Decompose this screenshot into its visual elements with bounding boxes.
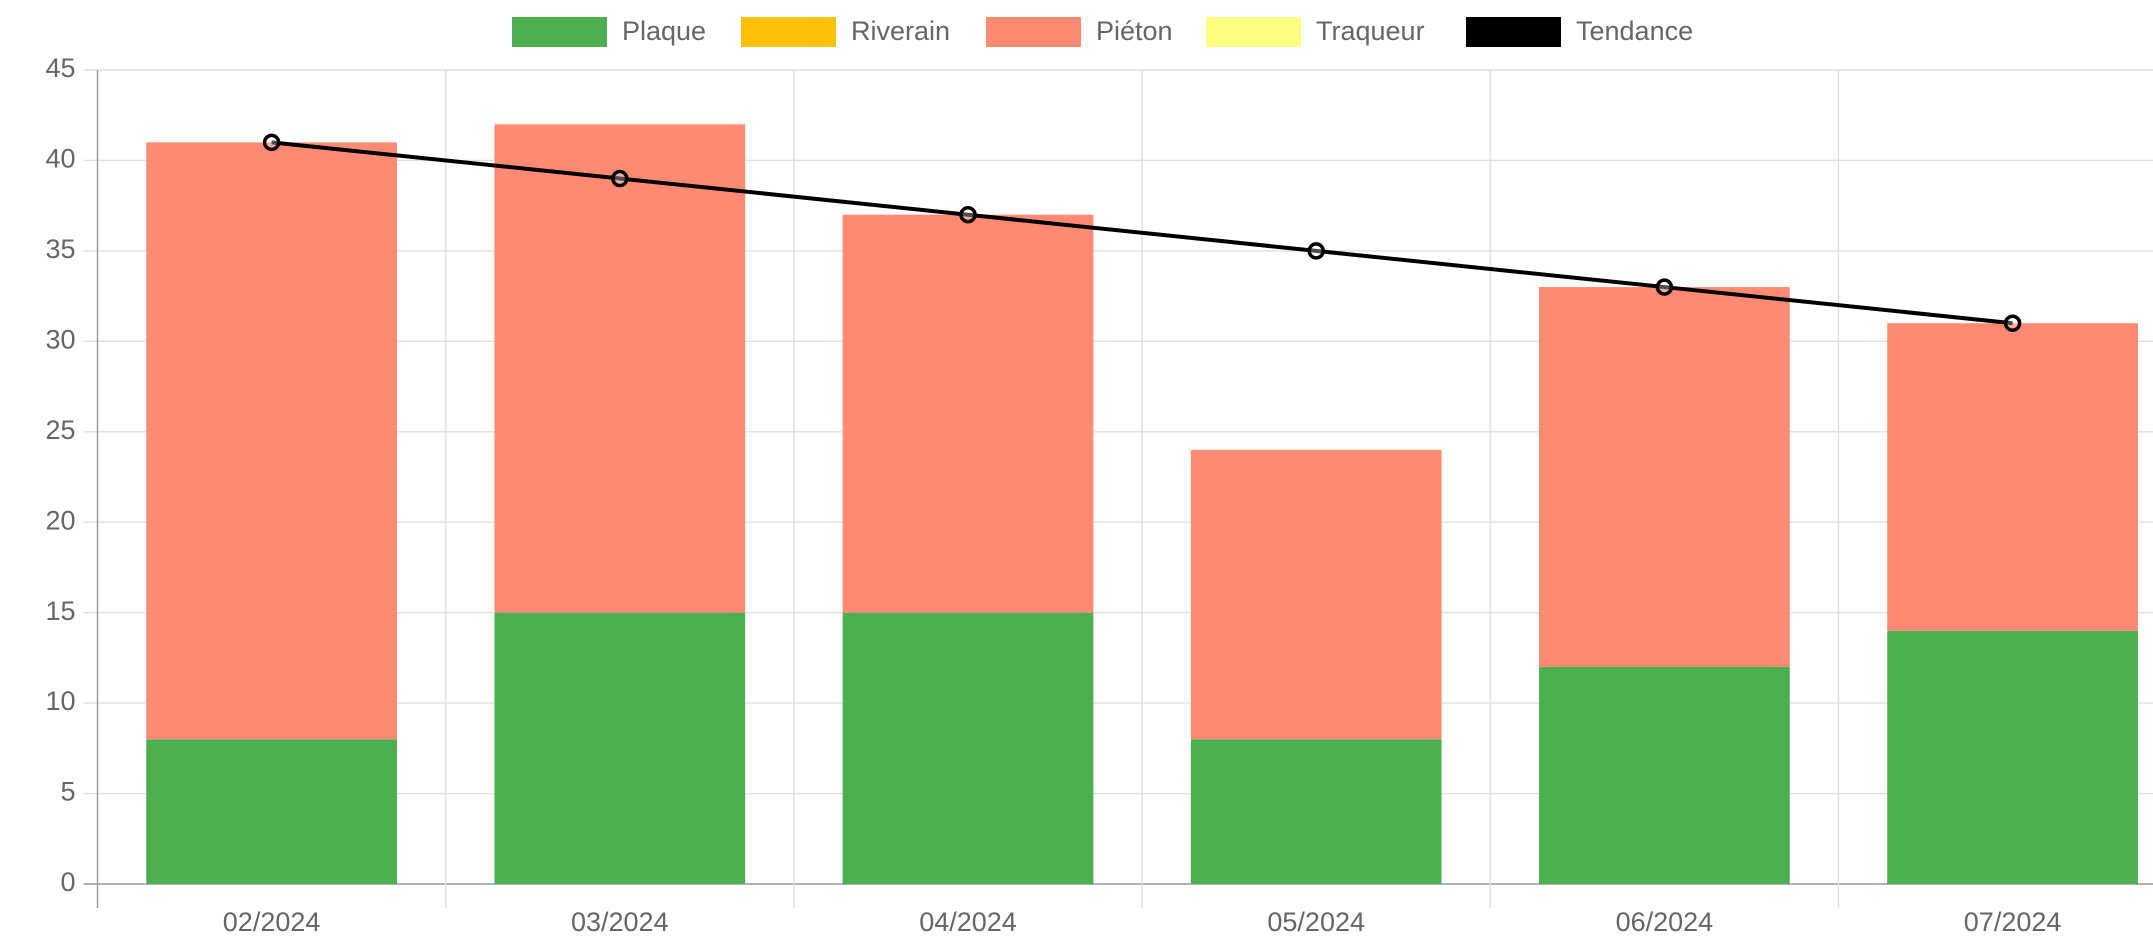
y-tick-label: 15 <box>45 596 75 626</box>
bar-segment <box>494 124 746 613</box>
legend-label: Plaque <box>622 16 706 46</box>
legend-label: Piéton <box>1096 16 1173 46</box>
trend-point <box>611 169 629 188</box>
legend-swatch <box>1466 17 1561 47</box>
bar-segment <box>146 142 397 740</box>
trend-point <box>1655 278 1674 296</box>
y-tick-label: 30 <box>45 324 75 354</box>
x-tick-label: 02/2024 <box>223 907 321 937</box>
trend-point <box>262 133 281 152</box>
legend-swatch <box>986 17 1081 47</box>
bar-segment <box>494 612 746 884</box>
bar-segment <box>1539 666 1790 884</box>
y-tick-label: 35 <box>45 234 75 264</box>
y-tick-label: 40 <box>45 144 75 174</box>
x-tick-label: 07/2024 <box>1964 907 2062 937</box>
trend-line <box>271 140 2013 326</box>
y-tick-label: 25 <box>45 415 75 445</box>
y-tick-label: 45 <box>45 53 75 83</box>
y-tick-label: 5 <box>60 777 75 807</box>
y-tick-label: 10 <box>45 686 75 716</box>
trend-point <box>2003 314 2022 332</box>
legend-label: Riverain <box>851 16 950 46</box>
bar-segment <box>1539 287 1790 667</box>
bar-segment <box>1887 323 2138 631</box>
bar-segment <box>1887 630 2138 884</box>
trend-point <box>1307 242 1325 260</box>
trend-point <box>959 205 977 224</box>
x-tick-label: 03/2024 <box>571 907 669 937</box>
x-tick-label: 04/2024 <box>919 907 1017 937</box>
legend-swatch <box>512 17 607 47</box>
legend-label: Traqueur <box>1316 16 1425 46</box>
bar-segment <box>842 612 1094 884</box>
bar-segment <box>1190 739 1442 884</box>
bar-segment <box>1190 449 1442 740</box>
legend-label: Tendance <box>1576 16 1693 46</box>
x-tick-label: 05/2024 <box>1267 907 1365 937</box>
y-tick-label: 20 <box>45 505 75 535</box>
bar-segment <box>146 739 397 884</box>
x-tick-label: 06/2024 <box>1616 907 1714 937</box>
bar-segment <box>842 214 1094 613</box>
legend-swatch <box>1206 17 1301 47</box>
legend-swatch <box>741 17 836 47</box>
y-tick-label: 0 <box>60 867 75 897</box>
